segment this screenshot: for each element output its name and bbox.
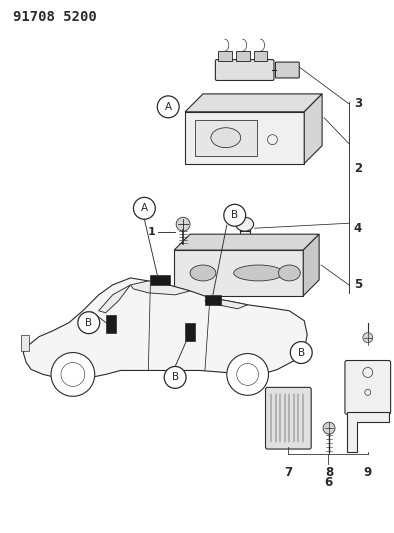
- Ellipse shape: [279, 265, 300, 281]
- Ellipse shape: [190, 265, 216, 281]
- Text: 91708 5200: 91708 5200: [13, 10, 97, 25]
- FancyBboxPatch shape: [216, 60, 274, 80]
- Text: 2: 2: [354, 162, 362, 175]
- Circle shape: [224, 204, 245, 226]
- Bar: [21, 335, 29, 351]
- FancyBboxPatch shape: [275, 62, 299, 78]
- Bar: [218, 51, 232, 61]
- Circle shape: [78, 312, 100, 334]
- Circle shape: [227, 353, 268, 395]
- Text: B: B: [172, 373, 179, 382]
- Text: 6: 6: [324, 476, 332, 489]
- Circle shape: [134, 197, 155, 219]
- Polygon shape: [174, 234, 319, 250]
- Polygon shape: [205, 298, 248, 309]
- Polygon shape: [185, 112, 304, 164]
- Bar: [151, 275, 170, 285]
- Polygon shape: [303, 234, 319, 296]
- Text: A: A: [165, 102, 172, 112]
- Text: 9: 9: [364, 466, 372, 479]
- Circle shape: [323, 422, 335, 434]
- Polygon shape: [130, 281, 190, 295]
- Text: 1: 1: [147, 227, 155, 237]
- FancyBboxPatch shape: [345, 360, 390, 414]
- Circle shape: [363, 333, 373, 343]
- Text: 3: 3: [354, 98, 362, 110]
- Circle shape: [176, 217, 190, 231]
- Bar: [195, 120, 256, 156]
- Bar: [254, 51, 268, 61]
- Polygon shape: [347, 412, 388, 452]
- Bar: [106, 315, 115, 333]
- Circle shape: [51, 352, 95, 397]
- Ellipse shape: [236, 217, 254, 231]
- Bar: [236, 51, 250, 61]
- Bar: [205, 295, 221, 305]
- Text: 4: 4: [354, 222, 362, 235]
- Text: 7: 7: [284, 466, 292, 479]
- Polygon shape: [99, 285, 130, 313]
- Bar: [185, 322, 195, 341]
- Text: B: B: [231, 210, 238, 220]
- Text: 5: 5: [354, 278, 362, 292]
- Polygon shape: [185, 94, 322, 112]
- Text: 8: 8: [325, 466, 333, 479]
- Text: A: A: [141, 203, 148, 213]
- Ellipse shape: [211, 128, 241, 148]
- Circle shape: [164, 367, 186, 389]
- FancyBboxPatch shape: [266, 387, 311, 449]
- Ellipse shape: [234, 265, 283, 281]
- Polygon shape: [174, 250, 303, 296]
- Polygon shape: [304, 94, 322, 164]
- Text: B: B: [298, 348, 305, 358]
- Text: B: B: [85, 318, 92, 328]
- Polygon shape: [23, 278, 307, 377]
- Circle shape: [290, 342, 312, 364]
- Circle shape: [157, 96, 179, 118]
